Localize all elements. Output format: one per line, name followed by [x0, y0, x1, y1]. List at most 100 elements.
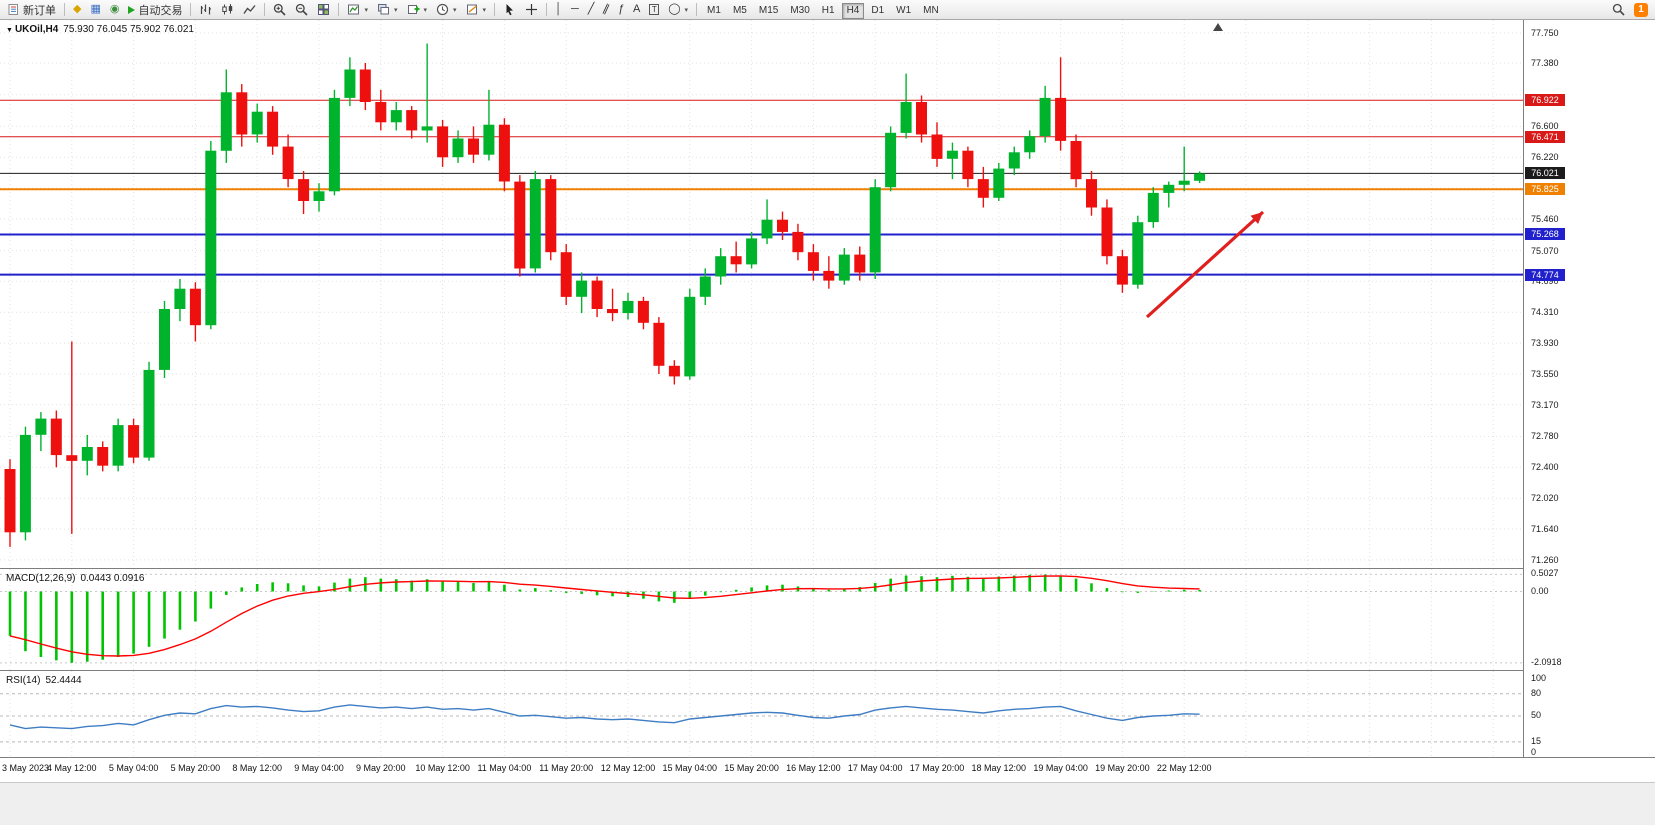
chart-shift-marker[interactable] [1213, 23, 1223, 31]
candle-body [854, 254, 866, 273]
rsi-axis-label: 50 [1531, 710, 1542, 720]
new-chart-button[interactable]: ▾ [403, 1, 432, 18]
candle-body [622, 300, 634, 314]
price-axis-label: 75.460 [1531, 213, 1559, 224]
price-axis[interactable]: 77.750 77.380 76.600 76.220 75.460 75.070 74.6… [1523, 20, 1655, 757]
candle-body [591, 280, 603, 309]
timeframe-button-h4[interactable]: H4 [841, 2, 865, 19]
data-window-button[interactable]: ◉ [106, 1, 124, 18]
time-axis[interactable]: 3 May 2023 4 May 12:00 5 May 04:00 5 May 20… [0, 757, 1655, 782]
time-axis-label: 8 May 12:00 [232, 763, 282, 773]
time-axis-label: 5 May 04:00 [108, 763, 159, 773]
horizontal-line-tool-button[interactable]: ─ [567, 1, 583, 18]
macd-panel: MACD(12,26,9) 0.0443 0.0916 [0, 568, 1523, 670]
zoom-in-button[interactable] [269, 1, 290, 18]
new-chart-plus-icon [407, 5, 420, 14]
tile-windows-button[interactable] [313, 1, 334, 18]
candle-body [962, 150, 974, 180]
bar-chart-type-button[interactable] [195, 1, 216, 18]
templates-button[interactable]: ▾ [462, 1, 491, 18]
tile-windows-icon [318, 4, 330, 15]
candle-body [823, 270, 835, 281]
candle-body [1178, 180, 1190, 185]
timeframe-button-mn[interactable]: MN [918, 3, 944, 19]
auto-trading-button[interactable]: 自动交易 [124, 1, 186, 18]
candle-body [50, 418, 62, 456]
candle-body [437, 126, 449, 158]
macd-signal-line [9, 575, 1200, 657]
timeframe-button-d1[interactable]: D1 [866, 3, 889, 19]
trendline-tool-button[interactable]: ╱ [584, 1, 599, 18]
timeframe-button-h1[interactable]: H1 [817, 3, 840, 19]
timeframe-button-m15[interactable]: M15 [754, 3, 783, 19]
window-cascade-button[interactable]: ▾ [373, 1, 402, 18]
rsi-line [9, 704, 1200, 730]
timeframe-button-w1[interactable]: W1 [891, 3, 916, 19]
candle-body [251, 111, 263, 135]
macd-title: MACD(12,26,9) [6, 573, 76, 584]
candle-body [313, 191, 325, 201]
rsi-canvas[interactable] [0, 671, 1523, 757]
candle-body [1163, 184, 1175, 193]
search-button[interactable] [1608, 1, 1629, 18]
label-tool-button[interactable]: T [645, 1, 663, 18]
price-axis-label: 77.380 [1531, 58, 1559, 69]
separator [190, 3, 192, 16]
market-watch-button[interactable]: ▦ [86, 1, 104, 18]
vertical-line-tool-button[interactable]: │ [551, 1, 566, 18]
cursor-tool-button[interactable] [499, 1, 520, 18]
timeframe-button-m30[interactable]: M30 [785, 3, 814, 19]
macd-values: 0.0443 0.0916 [80, 573, 145, 584]
price-level-tag: 76.922 [1525, 94, 1565, 106]
candle-body [159, 309, 170, 370]
candle-body [328, 97, 340, 192]
channel-tool-button[interactable]: ∥ [599, 1, 613, 18]
text-tool-button[interactable]: A [629, 1, 644, 18]
price-level-tag: 76.471 [1525, 131, 1565, 143]
candle-body [545, 179, 557, 253]
price-axis-label: 74.310 [1531, 307, 1559, 318]
candlestick-chart-type-button[interactable] [217, 1, 238, 18]
price-level-tag: 76.021 [1525, 167, 1565, 179]
rsi-value: 52.4444 [45, 675, 82, 686]
candle-body [838, 254, 850, 281]
candle-body [668, 365, 680, 377]
candle-body [359, 69, 371, 102]
timeframe-button-m1[interactable]: M1 [702, 3, 726, 19]
price-axis-label: 72.020 [1531, 493, 1559, 504]
candle-body [143, 369, 155, 458]
rsi-axis-label: 15 [1531, 735, 1542, 746]
symbol-dropdown-icon[interactable]: ▼ [6, 27, 13, 34]
price-chart-canvas[interactable] [0, 20, 1523, 568]
indicators-button[interactable]: ▾ [343, 1, 372, 18]
candle-body [1194, 173, 1206, 181]
rsi-axis-label: 100 [1531, 673, 1547, 683]
crosshair-tool-button[interactable] [521, 1, 542, 18]
price-axis-label: 74.690 [1531, 276, 1559, 287]
shapes-tool-button[interactable]: ◯ ▾ [664, 1, 692, 18]
candle-body [792, 231, 804, 253]
line-chart-type-button[interactable] [239, 1, 260, 18]
zoom-out-button[interactable] [291, 1, 312, 18]
new-order-label: 新订单 [23, 4, 56, 17]
channel-icon: ∥ [601, 2, 612, 16]
dropdown-arrow-icon: ▾ [453, 6, 457, 14]
fibonacci-tool-button[interactable]: ƒ [614, 1, 628, 18]
notification-badge[interactable]: 1 [1634, 2, 1648, 17]
separator [696, 3, 698, 16]
time-axis-label: 22 May 12:00 [1156, 763, 1212, 773]
trend-arrow[interactable] [1145, 210, 1265, 319]
candle-body [1070, 141, 1082, 180]
time-axis-label: 11 May 04:00 [477, 763, 532, 773]
macd-axis-label: -2.0918 [1531, 656, 1562, 667]
period-clock-button[interactable]: ▾ [432, 1, 461, 18]
macd-canvas[interactable] [0, 569, 1523, 670]
separator [494, 3, 496, 16]
time-axis-label: 15 May 20:00 [724, 763, 779, 773]
candle-body [761, 219, 773, 239]
time-axis-label: 11 May 20:00 [539, 763, 594, 773]
new-order-button[interactable]: 新订单 [3, 1, 60, 18]
candle-body [205, 150, 217, 326]
metaeditor-button[interactable]: ◆ [69, 1, 85, 18]
timeframe-button-m5[interactable]: M5 [728, 3, 752, 19]
